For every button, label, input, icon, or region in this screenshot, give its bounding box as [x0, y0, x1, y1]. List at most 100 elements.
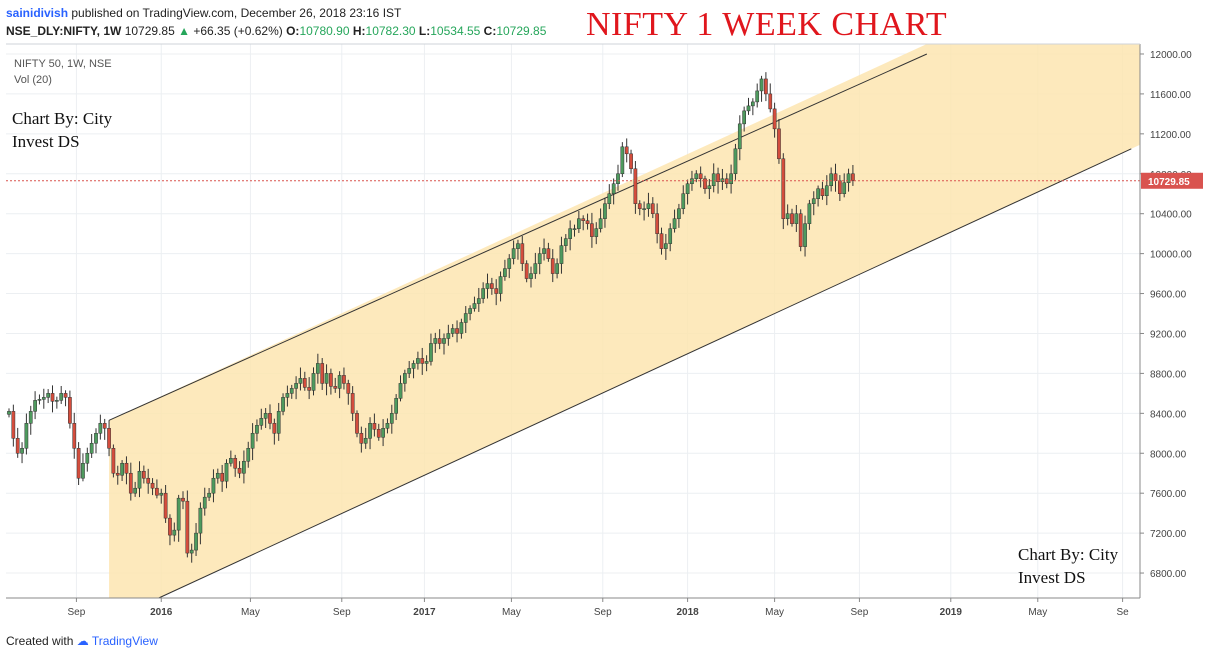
candle-body	[790, 213, 794, 224]
candle-body	[102, 423, 107, 429]
candle-body	[111, 448, 116, 474]
candle	[811, 191, 816, 216]
candle	[516, 239, 520, 260]
candle-body	[655, 213, 659, 234]
candle	[433, 332, 438, 353]
candle	[376, 423, 381, 441]
candle	[85, 447, 90, 472]
candle	[481, 282, 485, 304]
candle	[772, 102, 777, 138]
candle	[446, 324, 451, 346]
candle-body	[476, 298, 481, 304]
candle	[276, 402, 281, 441]
candle	[181, 491, 185, 510]
x-tick-label: May	[502, 607, 521, 618]
publish-info: sainidivish published on TradingView.com…	[6, 6, 401, 20]
candle-body	[424, 361, 429, 364]
candle-body	[198, 507, 203, 534]
candle	[411, 360, 416, 379]
candle-body	[777, 128, 781, 160]
candle	[603, 197, 607, 228]
candle	[255, 419, 259, 442]
last-price-badge	[1141, 172, 1203, 189]
candle-body	[120, 462, 124, 476]
candle	[272, 418, 277, 445]
candle	[550, 249, 555, 283]
open-value: 10780.90	[299, 24, 350, 38]
candle	[490, 277, 494, 295]
axes-group: 12000.0011600.0011200.0010800.0010400.00…	[6, 43, 1203, 618]
candle-body	[33, 400, 37, 412]
username-link[interactable]: sainidivish	[6, 6, 69, 20]
candle	[664, 233, 668, 260]
candle	[785, 204, 790, 226]
candle	[285, 385, 290, 407]
y-tick-label: 11600.00	[1150, 90, 1191, 101]
candle-body	[755, 90, 760, 103]
y-tick-label: 7200.00	[1150, 529, 1187, 540]
candle	[533, 252, 538, 279]
candle	[120, 460, 124, 482]
candle	[459, 318, 464, 339]
candle-body	[85, 453, 90, 464]
candle	[324, 364, 329, 396]
candle	[803, 215, 807, 257]
candle	[572, 224, 577, 237]
published-text: published on TradingView.com, December 2…	[71, 6, 402, 20]
candle	[520, 236, 525, 271]
candle	[329, 368, 333, 395]
candle-body	[220, 472, 225, 482]
candle	[198, 502, 203, 545]
candle-body	[759, 78, 764, 92]
candle-body	[503, 268, 507, 277]
candle-body	[751, 101, 755, 107]
candle-body	[520, 243, 525, 264]
candle	[233, 454, 238, 477]
candle	[268, 404, 272, 430]
candle	[24, 413, 29, 455]
candle-body	[163, 492, 168, 519]
candle-body	[511, 248, 516, 259]
candle	[759, 75, 764, 102]
y-tick-label: 12000.00	[1150, 50, 1192, 61]
candle-body	[142, 470, 146, 479]
candle	[372, 413, 377, 437]
candle-body	[707, 185, 712, 189]
candle-body	[685, 183, 690, 194]
channel-fill	[109, 44, 1140, 598]
candle	[468, 305, 472, 321]
candle-body	[603, 203, 607, 219]
x-tick-label: 2016	[150, 607, 173, 618]
candle	[568, 220, 572, 251]
candle	[681, 185, 686, 215]
high-label: H:	[352, 24, 366, 38]
candle	[359, 426, 364, 453]
tradingview-brand-link[interactable]: TradingView	[91, 634, 158, 648]
candle	[246, 441, 251, 468]
candle-body	[851, 173, 855, 182]
candle-body	[533, 263, 538, 274]
candle	[851, 164, 855, 186]
candle-body	[594, 228, 599, 237]
candle-body	[394, 398, 398, 414]
candle	[764, 72, 768, 102]
candle-body	[294, 383, 298, 389]
symbol-info-bar: NSE_DLY:NIFTY, 1W 10729.85 ▲ +66.35 (+0.…	[6, 24, 546, 38]
candle-body	[320, 363, 325, 384]
candle	[163, 485, 168, 523]
candle-body	[285, 393, 290, 398]
candle	[81, 453, 85, 482]
candle-body	[698, 173, 703, 180]
candle-body	[372, 423, 377, 430]
candle-body	[59, 393, 64, 401]
candle	[659, 227, 664, 255]
y-tick-label: 8000.00	[1150, 449, 1187, 460]
candle-body	[481, 288, 485, 299]
candle-body	[146, 477, 151, 484]
candle-body	[98, 423, 103, 434]
candle	[476, 287, 481, 312]
candle	[294, 376, 298, 400]
candle	[455, 320, 459, 343]
candle	[794, 205, 799, 232]
